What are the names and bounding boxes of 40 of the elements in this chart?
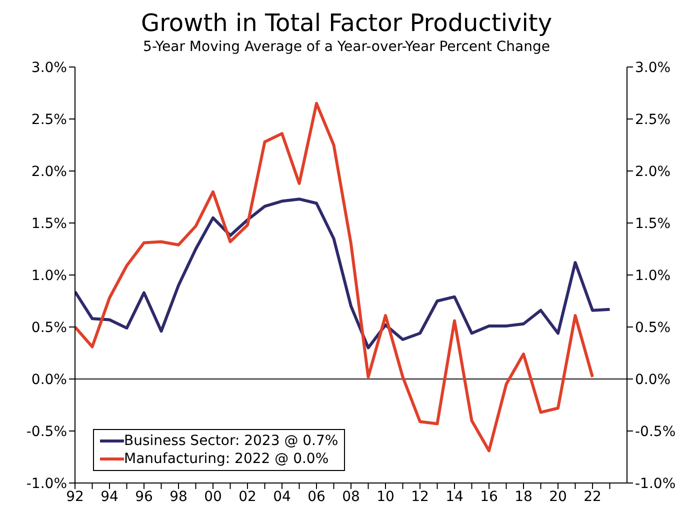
line-series xyxy=(75,198,612,350)
y2-tick-label: 1.5% xyxy=(635,216,671,232)
y2-tick-label: 3.0% xyxy=(635,60,671,76)
y-tick-label: 1.5% xyxy=(31,216,67,232)
y2-tick-label: 2.5% xyxy=(635,112,671,128)
y-tick-label: -0.5% xyxy=(26,424,67,440)
x-tick-label: 04 xyxy=(273,488,291,505)
x-tick-label: 92 xyxy=(66,488,84,505)
y2-tick-label: 1.0% xyxy=(635,268,671,284)
y2-tick-label: -1.0% xyxy=(635,476,676,492)
chart-title: Growth in Total Factor Productivity xyxy=(140,8,554,38)
x-tick-label: 98 xyxy=(170,488,188,505)
x-tick-label: 22 xyxy=(584,488,602,505)
x-tick-label: 96 xyxy=(135,488,153,505)
x-tick-label: 16 xyxy=(480,488,498,505)
y-tick-label: 0.0% xyxy=(31,372,67,388)
y-tick-label: 2.0% xyxy=(31,164,67,180)
y-tick-label: 0.5% xyxy=(31,320,67,336)
y-tick-label: -1.0% xyxy=(26,476,67,492)
x-tick-label: 06 xyxy=(308,488,326,505)
x-tick-label: 12 xyxy=(411,488,429,505)
y2-tick-label: 2.0% xyxy=(635,164,671,180)
legend-label: Manufacturing: 2022 @ 0.0% xyxy=(124,450,329,468)
y2-tick-label: 0.0% xyxy=(635,372,671,388)
chart-subtitle: 5-Year Moving Average of a Year-over-Year Percent Change xyxy=(142,38,551,56)
x-tick-label: 02 xyxy=(238,488,256,505)
x-tick-label: 00 xyxy=(204,488,222,505)
y-tick-label: 2.5% xyxy=(31,112,67,128)
legend-label: Business Sector: 2023 @ 0.7% xyxy=(124,432,338,450)
x-tick-label: 18 xyxy=(514,488,532,505)
x-tick-label: 10 xyxy=(376,488,394,505)
x-tick-label: 14 xyxy=(446,488,464,505)
y-tick-label: 1.0% xyxy=(31,268,67,284)
y-tick-label: 3.0% xyxy=(31,60,67,76)
x-tick-label: 20 xyxy=(549,488,567,505)
y2-tick-label: -0.5% xyxy=(635,424,676,440)
y2-tick-label: 0.5% xyxy=(635,320,671,336)
line-series xyxy=(75,102,594,452)
x-tick-label: 08 xyxy=(342,488,360,505)
x-tick-label: 94 xyxy=(100,488,118,505)
